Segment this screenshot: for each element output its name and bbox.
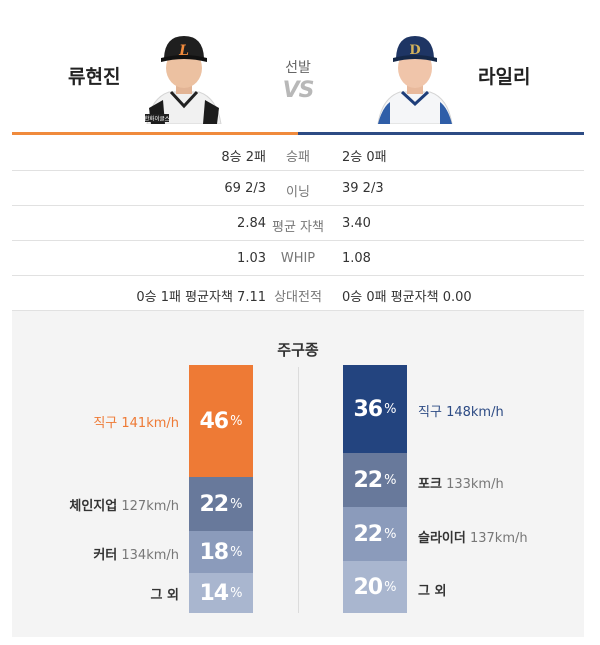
pitch-name: 직구 [93, 416, 118, 431]
stat-label: 평균 자책 [272, 220, 324, 235]
percent-sign: % [230, 544, 243, 560]
right-pitch-bar-fastball: 36% [343, 365, 407, 453]
pitch-speed: 134km/h [121, 548, 179, 563]
svg-text:D: D [409, 43, 420, 58]
left-stat-value: 2.84 [237, 216, 266, 231]
starter-label: 선발 [285, 60, 311, 76]
left-pitcher-photo[interactable]: L 한화이글스 [143, 28, 225, 124]
pitch-percent: 22 [353, 521, 384, 547]
percent-sign: % [230, 496, 243, 512]
pitch-speed: 127km/h [121, 499, 179, 514]
vs-mark: VS [282, 78, 315, 103]
right-pitch-label-fastball: 직구 148km/h [418, 401, 504, 420]
left-pitcher-name[interactable]: 류현진 [68, 66, 121, 88]
left-pitch-label-cutter: 커터 134km/h [93, 544, 179, 563]
stat-row-record: 8승 2패 승패 2승 0패 [12, 136, 584, 171]
matchup-header: 류현진 L 한화이글스 선발 VS [12, 0, 584, 136]
left-pitch-bar-changeup: 22% [189, 477, 253, 531]
stat-label: 이닝 [286, 185, 310, 200]
svg-text:L: L [178, 43, 189, 59]
left-team-divider [12, 132, 298, 135]
pitch-speed: 148km/h [446, 405, 504, 420]
right-stat-value: 1.08 [342, 251, 371, 266]
stat-label: 승패 [286, 150, 310, 165]
pitch-name: 체인지업 [69, 499, 118, 514]
pitch-mix-title: 주구종 [277, 341, 319, 359]
pitch-mix-panel: 주구종 46% 직구 141km/h 22% 체인지업 127km/h 18% … [12, 311, 584, 637]
left-pitch-label-changeup: 체인지업 127km/h [69, 495, 179, 514]
right-stat-value: 39 2/3 [342, 181, 384, 196]
right-pitcher-name[interactable]: 라일리 [478, 66, 531, 88]
stat-row-whip: 1.03 WHIP 1.08 [12, 241, 584, 276]
left-pitch-bar-cutter: 18% [189, 531, 253, 573]
pitch-percent: 18 [199, 539, 230, 565]
percent-sign: % [230, 413, 243, 429]
pitch-speed: 141km/h [121, 416, 179, 431]
left-pitch-bar-fastball: 46% [189, 365, 253, 477]
right-pitch-bar-slider: 22% [343, 507, 407, 561]
pitch-percent: 46 [199, 408, 230, 434]
pitch-percent: 22 [199, 491, 230, 517]
percent-sign: % [384, 579, 397, 595]
pitch-name: 커터 [93, 548, 118, 563]
pitch-name: 그 외 [418, 584, 447, 599]
pitch-speed: 137km/h [469, 531, 528, 546]
right-stat-value: 3.40 [342, 216, 371, 231]
right-stat-value: 2승 0패 [342, 150, 387, 165]
left-stat-value: 69 2/3 [224, 181, 266, 196]
left-stat-value: 0승 1패 평균자책 7.11 [136, 290, 266, 305]
stats-table: 8승 2패 승패 2승 0패 69 2/3 이닝 39 2/3 2.84 평균 … [12, 136, 584, 311]
pitch-percent: 20 [353, 574, 384, 600]
right-pitch-label-forkball: 포크 133km/h [418, 473, 504, 492]
pitch-percent: 14 [199, 580, 230, 606]
stat-label: WHIP [280, 251, 316, 266]
pitch-percent: 22 [353, 467, 384, 493]
percent-sign: % [384, 472, 397, 488]
left-player-avatar-icon: L 한화이글스 [143, 28, 225, 124]
percent-sign: % [384, 401, 397, 417]
right-player-avatar-icon: D [374, 28, 456, 124]
left-stat-value: 1.03 [237, 251, 266, 266]
stat-row-head-to-head: 0승 1패 평균자책 7.11 상대전적 0승 0패 평균자책 0.00 [12, 276, 584, 311]
right-pitcher-photo[interactable]: D [374, 28, 456, 124]
right-stat-value: 0승 0패 평균자책 0.00 [342, 290, 472, 305]
center-divider [298, 367, 299, 613]
stat-label: 상대전적 [274, 290, 322, 305]
right-pitch-label-other: 그 외 [418, 580, 446, 599]
pitch-name: 슬라이더 [418, 531, 466, 546]
right-pitch-label-slider: 슬라이더 137km/h [418, 527, 528, 546]
left-pitch-label-fastball: 직구 141km/h [93, 412, 179, 431]
svg-text:한화이글스: 한화이글스 [144, 115, 169, 123]
left-stat-value: 8승 2패 [221, 150, 266, 165]
percent-sign: % [384, 526, 397, 542]
right-team-divider [298, 132, 584, 135]
percent-sign: % [230, 585, 243, 601]
stat-row-era: 2.84 평균 자책 3.40 [12, 206, 584, 241]
pitch-speed: 133km/h [446, 477, 504, 492]
stat-row-innings: 69 2/3 이닝 39 2/3 [12, 171, 584, 206]
pitch-name: 직구 [418, 405, 442, 420]
right-pitch-bar-other: 20% [343, 561, 407, 613]
pitch-name: 그 외 [150, 588, 179, 603]
right-pitch-bar-forkball: 22% [343, 453, 407, 507]
pitch-name: 포크 [418, 477, 442, 492]
pitch-percent: 36 [353, 396, 384, 422]
left-pitch-bar-other: 14% [189, 573, 253, 613]
left-pitch-label-other: 그 외 [151, 584, 179, 603]
